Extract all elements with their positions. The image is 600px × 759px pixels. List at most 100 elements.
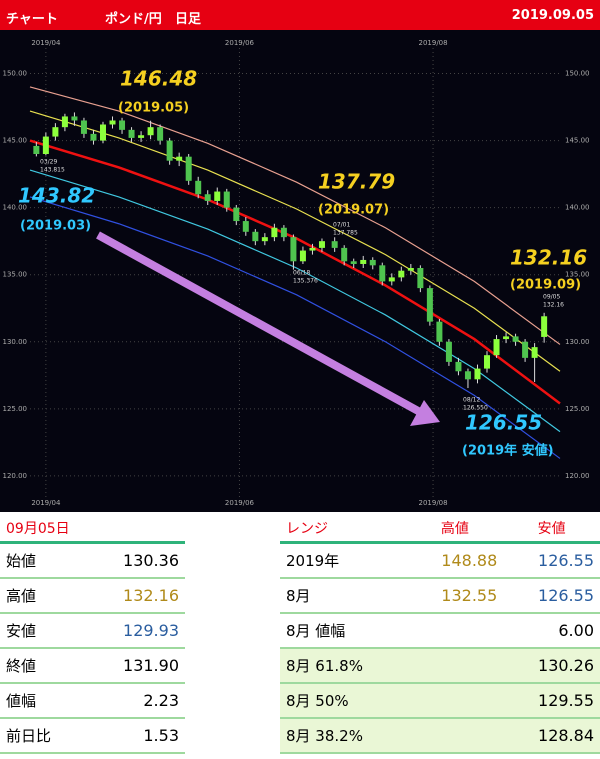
- empty-cell: [406, 648, 504, 684]
- header: チャート ポンド/円 日足 2019.09.05: [0, 0, 600, 30]
- candle-body: [214, 191, 221, 201]
- header-row: 09月05日: [0, 515, 185, 544]
- candle-body: [541, 316, 548, 337]
- channel-line: [29, 196, 561, 459]
- candle-body: [331, 241, 338, 248]
- candle-body: [464, 371, 471, 380]
- y-tick-label: 135.00: [565, 271, 590, 279]
- candle-body: [369, 259, 376, 266]
- row-label: 8月 50%: [280, 683, 407, 719]
- x-tick-label: 2019/06: [225, 39, 255, 47]
- candle-body: [42, 136, 49, 154]
- annotation-note: (2019.05): [118, 101, 189, 116]
- row-value: 130.36: [84, 542, 185, 579]
- candle-body: [90, 133, 97, 141]
- table-row: 2019年 148.88 126.55: [280, 542, 600, 579]
- column-header: 安値: [503, 515, 600, 544]
- candle-body: [33, 145, 40, 154]
- row-value: 2.23: [84, 683, 185, 719]
- annotation-note: (2019.07): [318, 203, 389, 218]
- point-date: 08/12: [463, 397, 480, 404]
- y-tick-label: 140.00: [3, 204, 28, 212]
- x-tick-label: 2019/06: [225, 499, 255, 507]
- candle-body: [242, 221, 249, 232]
- x-tick-label: 2019/04: [31, 499, 61, 507]
- row-value: 131.90: [84, 648, 185, 684]
- trend-arrow: [96, 231, 422, 416]
- candle-body: [61, 116, 68, 128]
- row-label: 安値: [0, 613, 85, 649]
- candle-body: [360, 259, 367, 264]
- annotation-value: 146.48: [120, 67, 197, 91]
- y-tick-label: 125.00: [3, 405, 28, 413]
- candle-body: [350, 261, 357, 264]
- low-value: 126.55: [503, 542, 600, 579]
- y-tick-label: 135.00: [3, 271, 28, 279]
- point-value: 143.815: [40, 167, 65, 174]
- candle-body: [436, 321, 443, 342]
- candle-body: [195, 180, 202, 195]
- point-date: 03/29: [40, 159, 57, 166]
- table-row: 前日比 1.53: [0, 718, 185, 754]
- candle-body: [176, 156, 183, 161]
- y-tick-label: 120.00: [3, 472, 28, 480]
- row-value: 129.93: [84, 613, 185, 649]
- header-row: レンジ 高値 安値: [280, 515, 600, 544]
- table-row: 値幅 2.23: [0, 683, 185, 719]
- empty-cell: [406, 718, 504, 754]
- empty-cell: [406, 613, 504, 649]
- header-label: チャート: [6, 12, 58, 27]
- row-label: 前日比: [0, 718, 85, 754]
- candle-body: [128, 129, 135, 138]
- table-row: 8月 61.8% 130.26: [280, 648, 600, 684]
- candle-body: [522, 341, 529, 358]
- candle-body: [484, 355, 491, 369]
- annotation-note: (2019.03): [20, 219, 91, 234]
- candle-body: [407, 268, 414, 271]
- candle-body: [138, 135, 145, 138]
- candle-body: [398, 270, 405, 278]
- y-tick-label: 145.00: [565, 137, 590, 145]
- y-tick-label: 130.00: [3, 338, 28, 346]
- chart-background: [0, 30, 600, 512]
- table-row: 8月 132.55 126.55: [280, 578, 600, 614]
- table-row: 8月 50% 129.55: [280, 683, 600, 719]
- table-row: 安値 129.93: [0, 613, 185, 649]
- annotation-note: (2019.09): [510, 278, 581, 293]
- y-tick-label: 150.00: [565, 70, 590, 78]
- row-value: 129.55: [503, 683, 600, 719]
- row-label: 高値: [0, 578, 85, 614]
- table-row: 終値 131.90: [0, 648, 185, 684]
- row-label: 8月 値幅: [280, 613, 407, 649]
- y-tick-label: 140.00: [565, 204, 590, 212]
- row-label: 始値: [0, 542, 85, 579]
- table-row: 8月 値幅 6.00: [280, 613, 600, 649]
- low-value: 126.55: [503, 578, 600, 614]
- candle-body: [80, 120, 87, 134]
- candle-body: [531, 347, 538, 358]
- candle-body: [185, 156, 192, 181]
- row-label: 値幅: [0, 683, 85, 719]
- candle-body: [109, 120, 116, 125]
- candle-body: [233, 207, 240, 222]
- candle-body: [455, 361, 462, 372]
- candle-body: [252, 231, 259, 242]
- candle-body: [318, 241, 325, 248]
- candle-body: [147, 127, 154, 136]
- candle-body: [166, 140, 173, 161]
- row-label: 8月 38.2%: [280, 718, 407, 754]
- row-label: 終値: [0, 648, 85, 684]
- candle-body: [379, 265, 386, 282]
- x-tick-label: 2019/08: [419, 499, 448, 507]
- channel-line: [29, 169, 561, 433]
- y-tick-label: 145.00: [3, 137, 28, 145]
- candle-body: [280, 227, 287, 238]
- candle-body: [503, 336, 510, 340]
- y-tick-label: 150.00: [3, 70, 28, 78]
- row-value: 130.26: [503, 648, 600, 684]
- candle-body: [417, 268, 424, 289]
- candle-body: [493, 339, 500, 356]
- point-value: 132.16: [543, 302, 564, 309]
- channel-line: [29, 86, 561, 345]
- candle-body: [71, 116, 78, 121]
